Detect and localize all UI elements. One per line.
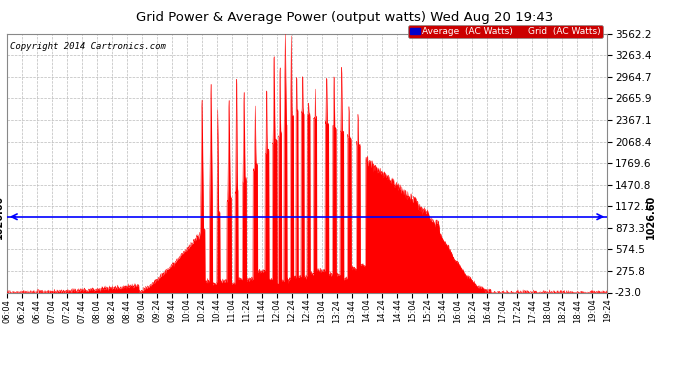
Text: Grid Power & Average Power (output watts) Wed Aug 20 19:43: Grid Power & Average Power (output watts… xyxy=(137,11,553,24)
Text: 1026.60: 1026.60 xyxy=(0,195,4,239)
Text: 1026.60: 1026.60 xyxy=(647,195,656,239)
Legend: Average  (AC Watts), Grid  (AC Watts): Average (AC Watts), Grid (AC Watts) xyxy=(408,26,602,38)
Text: Copyright 2014 Cartronics.com: Copyright 2014 Cartronics.com xyxy=(10,42,166,51)
